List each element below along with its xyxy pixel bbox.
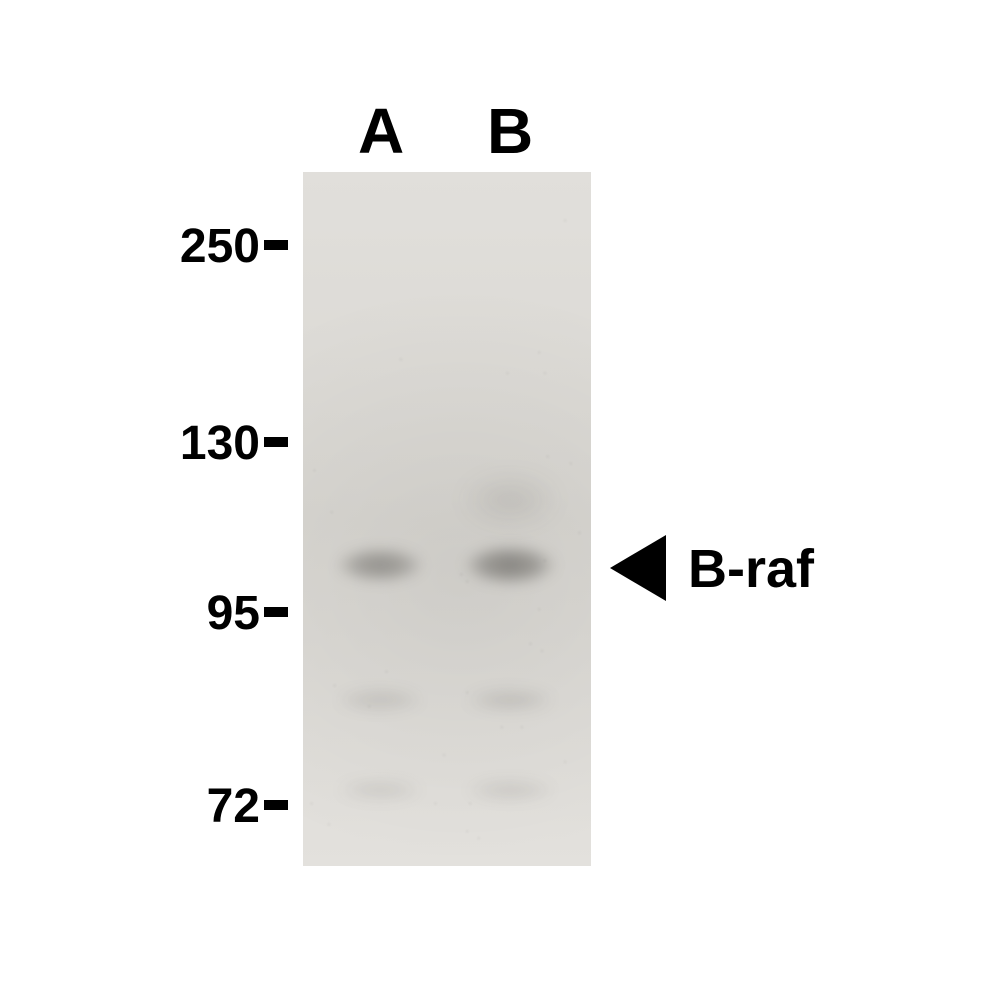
band-laneA-faint1 xyxy=(325,686,435,714)
band-laneB-main xyxy=(451,539,569,591)
mw-marker-130: 130 xyxy=(180,416,260,471)
mw-marker-250: 250 xyxy=(180,219,260,274)
mw-tick-72 xyxy=(264,800,288,810)
mw-tick-95 xyxy=(264,607,288,617)
band-label-braf: B-raf xyxy=(688,538,814,600)
mw-tick-130 xyxy=(264,437,288,447)
lane-label-a: A xyxy=(358,94,404,168)
mw-marker-72: 72 xyxy=(207,779,260,834)
band-laneA-main xyxy=(324,542,436,588)
band-arrow-icon xyxy=(610,535,666,601)
band-laneB-smear xyxy=(451,470,569,530)
band-laneB-faint1 xyxy=(453,686,567,714)
mw-tick-250 xyxy=(264,240,288,250)
western-blot-figure: A B 250 130 95 72 B-raf xyxy=(0,0,1000,1000)
band-laneA-faint2 xyxy=(325,777,435,803)
lane-label-b: B xyxy=(487,94,533,168)
mw-marker-95: 95 xyxy=(207,586,260,641)
band-laneB-faint2 xyxy=(453,777,567,803)
